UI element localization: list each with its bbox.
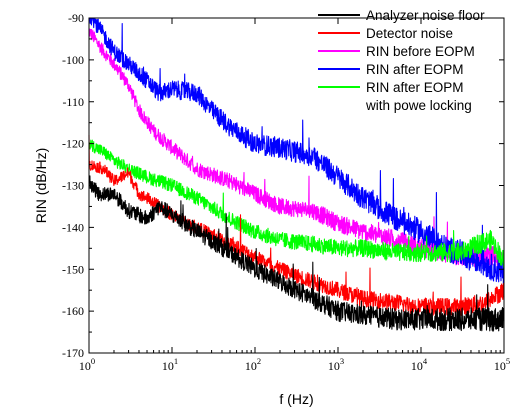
- x-tick-mantissa: 10: [494, 359, 506, 373]
- x-tick-mantissa: 10: [328, 359, 340, 373]
- x-tick-mantissa: 10: [162, 359, 174, 373]
- x-axis-title: f (Hz): [279, 391, 313, 407]
- legend-label: RIN after EOPM: [366, 80, 464, 95]
- series-line: [88, 28, 505, 268]
- y-tick-label: -170: [62, 346, 84, 360]
- x-tick-label: 101: [162, 356, 178, 373]
- y-axis-title: RIN (dB/Hz): [33, 148, 49, 223]
- series-layer: [88, 17, 505, 332]
- x-axis: 100 101 102 103 104 105: [79, 18, 510, 373]
- legend: Analyzer noise floor Detector noise RIN be…: [318, 8, 485, 113]
- y-tick-label: -150: [62, 262, 84, 276]
- series-line: [88, 175, 505, 332]
- x-tick-exponent: 4: [423, 356, 428, 366]
- y-axis: -90 -100 -110 -120 -130 -140 -150 -160 -170: [62, 11, 504, 360]
- y-tick-label: -90: [68, 11, 84, 25]
- x-tick-label: 103: [328, 356, 344, 373]
- y-tick-label: -110: [62, 95, 84, 109]
- x-tick-exponent: 3: [340, 356, 344, 366]
- x-tick-exponent: 5: [506, 356, 510, 366]
- x-tick-label: 104: [411, 356, 428, 373]
- legend-label: RIN after EOPM: [366, 62, 464, 77]
- y-tick-label: -140: [62, 220, 84, 234]
- x-tick-label: 100: [79, 356, 95, 373]
- series-line: [88, 134, 505, 317]
- y-tick-label: -130: [62, 179, 84, 193]
- x-tick-exponent: 1: [174, 356, 178, 366]
- x-tick-exponent: 2: [257, 356, 261, 366]
- x-tick-mantissa: 10: [245, 359, 257, 373]
- y-tick-label: -100: [62, 53, 84, 67]
- x-tick-mantissa: 10: [79, 359, 91, 373]
- x-tick-label: 102: [245, 356, 261, 373]
- x-tick-label: 105: [494, 356, 510, 373]
- legend-label: RIN before EOPM: [366, 44, 475, 59]
- legend-label: with powe locking: [365, 98, 472, 113]
- legend-label: Detector noise: [366, 26, 453, 41]
- legend-label: Analyzer noise floor: [366, 8, 485, 23]
- y-tick-label: -120: [62, 137, 84, 151]
- y-tick-label: -160: [62, 304, 84, 318]
- x-tick-mantissa: 10: [411, 359, 423, 373]
- series-line: [88, 139, 505, 268]
- x-tick-exponent: 0: [91, 356, 95, 366]
